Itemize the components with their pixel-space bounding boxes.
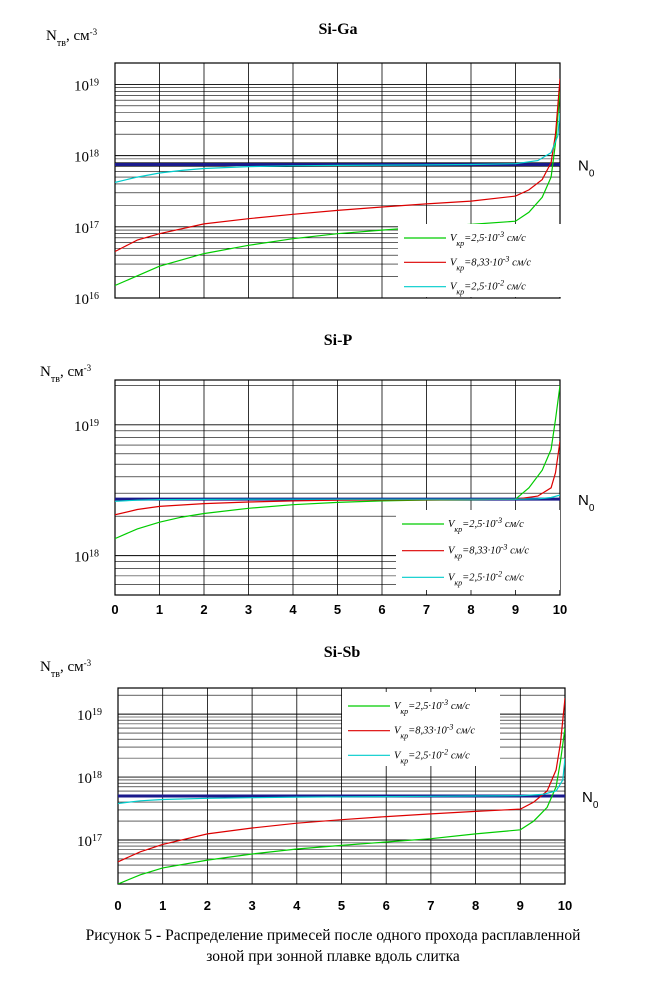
n0-label: N0 (582, 789, 599, 811)
legend-entry: Vкр=2,5·10-2 см/с (394, 747, 470, 765)
y-tick-label: 1019 (74, 417, 99, 435)
x-tick-label: 7 (423, 602, 430, 617)
legend: Vкр=2,5·10-3 см/с Vкр=8,33·10-3 см/с Vкр=2… (398, 224, 562, 297)
legend-entry: Vкр=8,33·10-3 см/с (394, 722, 475, 740)
y-tick-label: 1018 (74, 148, 99, 166)
chart-si-ga: Si-Ga Nтв, см-3 1016 1017 1018 1019 N0 Vкр=2,5·… (46, 21, 595, 308)
legend: Vкр=2,5·10-3 см/с Vкр=8,33·10-3 см/с Vкр=2… (342, 692, 500, 766)
x-tick-label: 8 (467, 602, 474, 617)
legend: Vкр=2,5·10-3 см/с Vкр=8,33·10-3 см/с Vкр=2… (396, 510, 560, 590)
x-tick-label: 4 (289, 602, 297, 617)
n0-label: N0 (578, 492, 595, 513)
chart-title: Si-P (324, 332, 353, 349)
n0-label: N0 (578, 158, 595, 180)
x-tick-label: 0 (111, 602, 118, 617)
x-tick-label: 6 (378, 602, 385, 617)
y-tick-label: 1019 (74, 77, 99, 95)
legend-entry: Vкр=2,5·10-3 см/с (394, 698, 470, 716)
series-line-1 (115, 385, 560, 540)
y-tick-label: 1017 (77, 833, 102, 851)
x-tick-label: 9 (512, 602, 519, 617)
x-tick-label: 10 (558, 898, 572, 913)
series-line-3 (118, 758, 565, 805)
series-line-2 (118, 698, 565, 863)
x-tick-label: 2 (204, 898, 211, 913)
y-tick-label: 1016 (74, 291, 99, 309)
y-axis-label: Nтв, см-3 (46, 27, 98, 49)
series-group (118, 698, 565, 884)
x-tick-label: 5 (338, 898, 345, 913)
legend-box (342, 692, 500, 766)
legend-entry: Vкр=2,5·10-2 см/с (448, 569, 524, 587)
series-line-3 (115, 112, 560, 183)
legend-entry: Vкр=2,5·10-2 см/с (450, 278, 526, 296)
y-axis-label: Nтв, см-3 (40, 363, 92, 385)
x-tick-label: 1 (156, 602, 163, 617)
x-tick-label: 3 (248, 898, 255, 913)
x-tick-label: 8 (472, 898, 479, 913)
caption-line-2: зоной при зонной плавке вдоль слитка (206, 948, 460, 965)
y-tick-label: 1017 (74, 219, 99, 237)
x-tick-label: 7 (427, 898, 434, 913)
series-group (115, 385, 560, 540)
x-tick-label: 10 (553, 602, 567, 617)
x-tick-label: 1 (159, 898, 166, 913)
legend-entry: Vкр=2,5·10-3 см/с (448, 516, 524, 534)
chart-title: Si-Sb (324, 644, 361, 661)
chart-si-p: Si-P Nтв, см-3 1018 1019 0 1 2 3 4 5 6 7 8 9 10 N0 Vкр=2… (40, 332, 595, 617)
x-tick-label: 4 (293, 898, 301, 913)
x-tick-label: 6 (383, 898, 390, 913)
y-axis-label: Nтв, см-3 (40, 658, 92, 680)
legend-entry: Vкр=2,5·10-3 см/с (450, 230, 526, 248)
x-tick-label: 3 (245, 602, 252, 617)
legend-box (398, 224, 562, 297)
caption-line-1: Рисунок 5 - Распределение примесей после… (85, 927, 581, 944)
y-tick-label: 1018 (77, 770, 102, 788)
figure-caption: Рисунок 5 - Распределение примесей после… (0, 925, 666, 967)
x-tick-label: 9 (517, 898, 524, 913)
series-line-2 (115, 78, 560, 253)
legend-entry: Vкр=8,33·10-3 см/с (448, 542, 529, 560)
legend-entry: Vкр=8,33·10-3 см/с (450, 254, 531, 272)
series-line-1 (118, 728, 565, 884)
x-tick-label: 2 (200, 602, 207, 617)
series-line-3 (115, 494, 560, 502)
y-tick-label: 1019 (77, 707, 102, 725)
y-tick-label: 1018 (74, 548, 99, 566)
legend-box (396, 510, 560, 590)
x-tick-label: 5 (334, 602, 341, 617)
x-tick-label: 0 (114, 898, 121, 913)
chart-title: Si-Ga (318, 21, 357, 38)
chart-si-sb: Si-Sb Nтв, см-3 1017 1018 1019 0 1 2 3 4 5 6 7 8 9 10 N0… (40, 644, 599, 913)
